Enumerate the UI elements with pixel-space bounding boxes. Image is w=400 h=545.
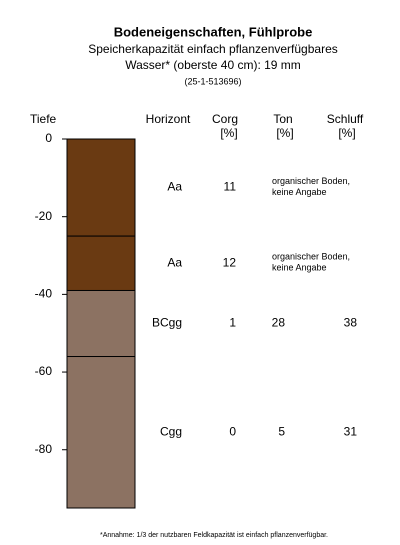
footnote: *Annahme: 1/3 der nutzbaren Feldkapazitä… <box>100 532 328 539</box>
note: organischer Boden, <box>272 252 350 262</box>
horizon-label: Cgg <box>160 424 182 438</box>
horizon-label: Aa <box>167 180 182 194</box>
column-header: Schluff <box>327 112 364 126</box>
column-header: Corg <box>212 112 238 126</box>
soil-layer <box>66 289 136 358</box>
chart-title: Bodeneigenschaften, Fühlprobe <box>114 24 313 39</box>
column-header: Ton <box>273 112 292 126</box>
soil-layer <box>66 138 136 237</box>
corg-value: 0 <box>229 424 236 438</box>
note: keine Angabe <box>272 263 327 273</box>
subtitle: Speicherkapazität einfach pflanzenverfüg… <box>88 42 338 56</box>
y-tick-label: -40 <box>35 287 53 301</box>
y-tick-label: 0 <box>45 131 52 145</box>
y-tick-label: -60 <box>35 364 53 378</box>
y-tick-label: -20 <box>35 209 53 223</box>
corg-value: 11 <box>224 180 237 194</box>
note: keine Angabe <box>272 187 327 197</box>
soil-layer <box>66 235 136 291</box>
horizon-label: Aa <box>167 255 182 269</box>
corg-value: 1 <box>229 316 236 330</box>
y-axis-label: Tiefe <box>30 112 57 126</box>
column-unit: [%] <box>276 126 293 140</box>
y-tick-label: -80 <box>35 442 53 456</box>
soil-layer <box>66 356 136 509</box>
corg-value: 12 <box>223 255 237 269</box>
ton-value: 28 <box>272 316 286 330</box>
note: organischer Boden, <box>272 176 350 186</box>
column-unit: [%] <box>338 126 355 140</box>
ton-value: 5 <box>278 424 285 438</box>
subtitle: (25-1-513696) <box>184 76 241 86</box>
subtitle: Wasser* (oberste 40 cm): 19 mm <box>125 58 301 72</box>
schluff-value: 38 <box>344 316 358 330</box>
column-header: Horizont <box>146 112 191 126</box>
horizon-label: BCgg <box>152 316 182 330</box>
schluff-value: 31 <box>344 424 358 438</box>
column-unit: [%] <box>220 126 237 140</box>
